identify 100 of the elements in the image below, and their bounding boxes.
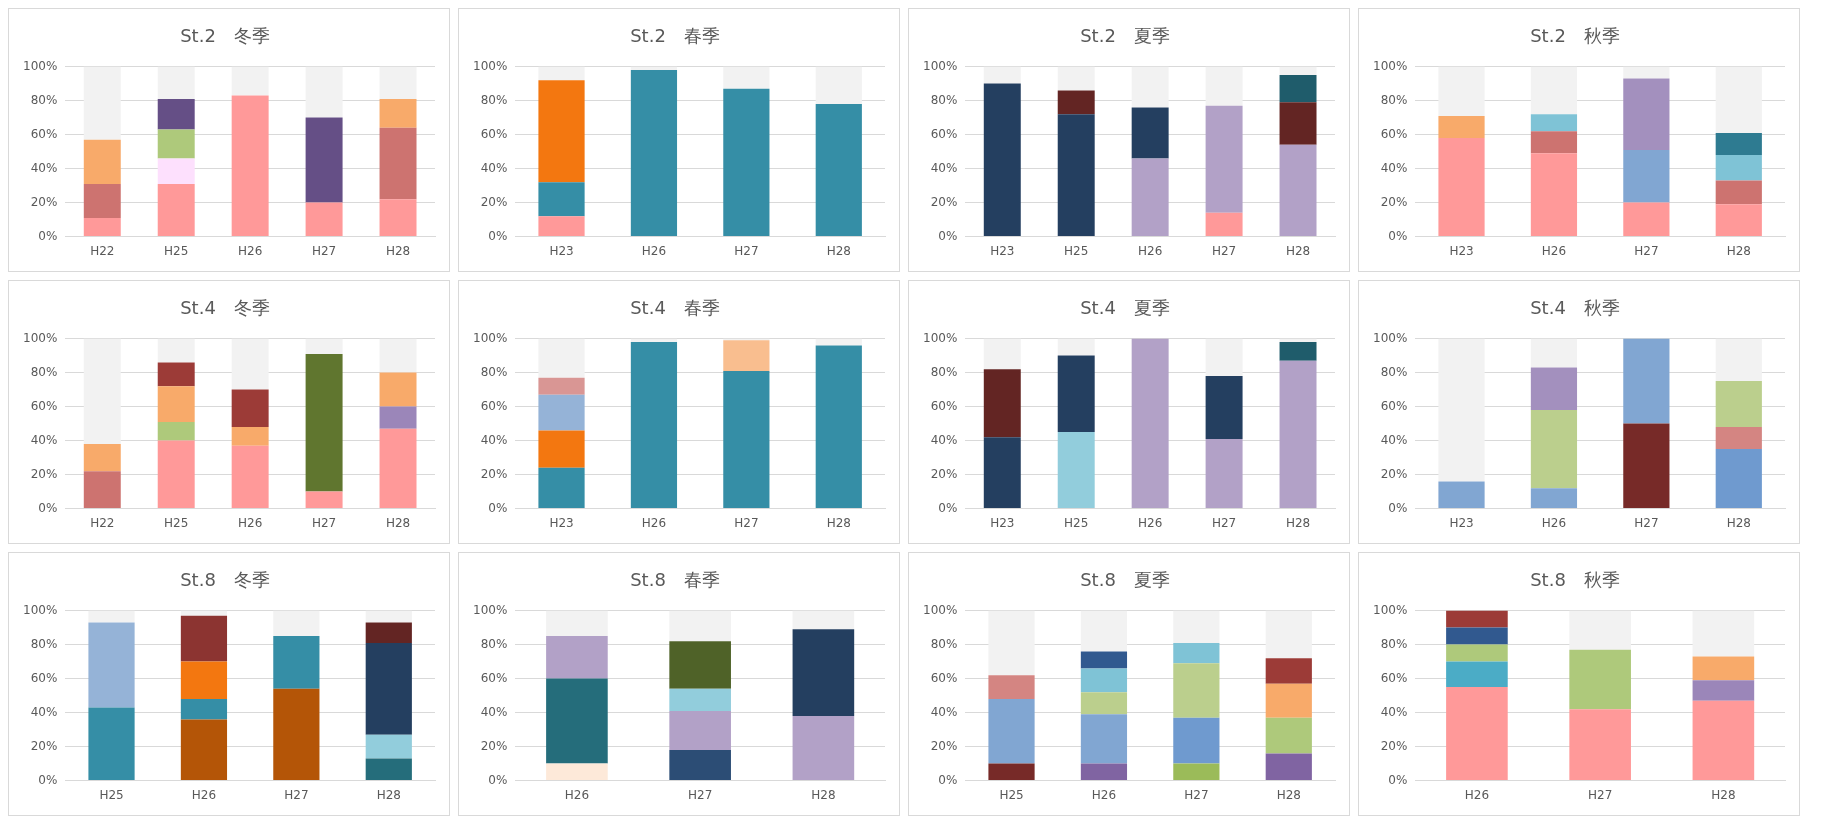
- bar: [365, 734, 412, 759]
- bar: [1530, 367, 1578, 410]
- x-tick-label: H26: [238, 243, 263, 258]
- y-tick-label: 0%: [1388, 772, 1408, 787]
- bar: [538, 377, 585, 395]
- bar: [1438, 481, 1485, 509]
- bar: [538, 394, 585, 431]
- bar: [1080, 668, 1128, 693]
- bar: [1131, 158, 1169, 237]
- x-tick-label: H28: [1726, 515, 1751, 530]
- y-tick-label: 40%: [480, 160, 508, 175]
- x-tick-label: H27: [1634, 243, 1659, 258]
- x-tick-label: H28: [385, 243, 411, 258]
- bar: [157, 386, 195, 422]
- bar: [231, 95, 269, 237]
- bar: [723, 370, 770, 509]
- y-tick-label: 100%: [22, 58, 58, 73]
- bar: [1715, 338, 1762, 382]
- bar: [231, 338, 269, 390]
- x-tick-label: H28: [1285, 243, 1311, 258]
- bar: [157, 338, 195, 363]
- bar: [379, 199, 417, 237]
- bar: [365, 610, 412, 623]
- y-tick-label: 40%: [480, 432, 508, 447]
- x-tick-label: H27: [688, 787, 713, 802]
- y-tick-label: 60%: [30, 670, 58, 685]
- bar: [157, 421, 195, 441]
- x-tick-label: H28: [376, 787, 401, 802]
- bar: [1173, 663, 1220, 718]
- y-tick-label: 60%: [1380, 126, 1408, 141]
- y-tick-label: 40%: [30, 704, 58, 719]
- bar: [157, 183, 195, 237]
- y-tick-label: 60%: [1380, 398, 1408, 413]
- y-tick-label: 0%: [938, 772, 958, 787]
- bar: [379, 406, 417, 429]
- bar: [1692, 610, 1755, 657]
- y-tick-label: 20%: [930, 466, 958, 481]
- y-tick-label: 20%: [1380, 466, 1408, 481]
- bar: [273, 636, 320, 689]
- y-tick-label: 40%: [30, 160, 58, 175]
- y-tick-label: 100%: [472, 330, 508, 345]
- y-tick-label: 80%: [1380, 636, 1408, 651]
- bar: [88, 622, 135, 708]
- bar: [546, 763, 608, 781]
- bar: [538, 338, 585, 378]
- x-tick-label: H25: [999, 787, 1024, 802]
- x-tick-label: H27: [1211, 515, 1237, 530]
- bar: [83, 338, 121, 444]
- x-tick-label: H23: [1449, 515, 1474, 530]
- bar: [83, 444, 121, 472]
- y-tick-label: 60%: [930, 398, 958, 413]
- bar: [1173, 717, 1220, 764]
- bar: [538, 216, 585, 237]
- bar: [83, 183, 121, 218]
- chart-title: St.2 秋季: [1530, 25, 1620, 47]
- bar: [379, 127, 417, 200]
- bar: [88, 610, 135, 623]
- x-tick-label: H25: [1064, 243, 1089, 258]
- x-tick-label: H28: [1276, 787, 1301, 802]
- bar: [1265, 610, 1312, 659]
- bar: [723, 66, 770, 89]
- x-tick-label: H26: [1541, 243, 1567, 258]
- bar: [365, 642, 412, 735]
- y-tick-label: 0%: [38, 772, 58, 787]
- y-tick-label: 60%: [30, 398, 58, 413]
- bar: [1530, 66, 1578, 115]
- bar: [83, 66, 121, 140]
- bar: [379, 66, 417, 99]
- bar: [1446, 687, 1508, 781]
- y-tick-label: 20%: [480, 738, 508, 753]
- chart-title: St.2 冬季: [180, 25, 270, 47]
- y-tick-label: 60%: [480, 670, 508, 685]
- y-tick-label: 20%: [1380, 194, 1408, 209]
- bar: [83, 217, 121, 237]
- bar: [538, 80, 585, 183]
- x-tick-label: H27: [1588, 787, 1613, 802]
- y-tick-label: 100%: [922, 58, 958, 73]
- bar: [1715, 155, 1762, 181]
- y-tick-label: 100%: [1372, 58, 1408, 73]
- y-tick-label: 60%: [930, 670, 958, 685]
- x-tick-label: H28: [826, 515, 851, 530]
- bar: [1057, 66, 1095, 91]
- bar: [379, 98, 417, 128]
- bar: [1715, 132, 1762, 155]
- y-tick-label: 20%: [30, 738, 58, 753]
- bar: [723, 340, 770, 371]
- y-tick-label: 0%: [938, 500, 958, 515]
- bar: [983, 83, 1021, 237]
- bar: [1173, 763, 1220, 781]
- bar: [669, 610, 731, 642]
- y-tick-label: 40%: [30, 432, 58, 447]
- x-tick-label: H26: [1091, 787, 1117, 802]
- bar: [983, 369, 1021, 438]
- y-tick-label: 80%: [930, 92, 958, 107]
- bar: [983, 338, 1021, 370]
- y-tick-label: 60%: [30, 126, 58, 141]
- x-tick-label: H25: [164, 243, 189, 258]
- bar: [792, 610, 855, 630]
- bar: [538, 467, 585, 509]
- bar: [1205, 376, 1243, 439]
